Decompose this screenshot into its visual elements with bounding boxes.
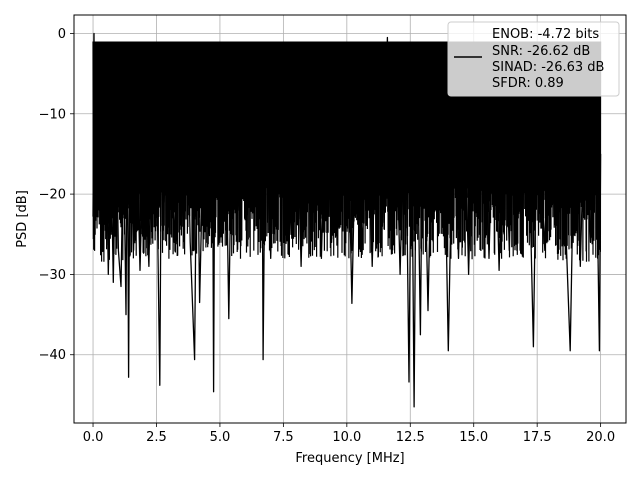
x-tick-label: 10.0 [332,430,361,445]
x-tick-label: 0.0 [83,430,104,445]
y-tick-label: −30 [39,268,66,283]
y-tick-label: −40 [39,348,66,363]
psd-noise-band [92,41,602,262]
psd-noise-trace [92,41,602,262]
y-tick-label: −10 [39,107,66,122]
legend-enob: ENOB: -4.72 bits [492,27,599,42]
x-tick-label: 17.5 [523,430,552,445]
x-axis-label: Frequency [MHz] [295,451,404,466]
x-tick-label: 7.5 [273,430,294,445]
x-axis-ticks: 0.0 2.5 5.0 7.5 10.0 12.5 15.0 17.5 20.0 [83,423,615,445]
y-axis-label: PSD [dB] [15,190,30,248]
x-tick-label: 12.5 [396,430,425,445]
legend-snr: SNR: -26.62 dB [492,44,590,59]
y-tick-label: 0 [58,27,66,42]
legend: ENOB: -4.72 bits SNR: -26.62 dB SINAD: -… [447,21,620,97]
y-axis-ticks: 0 −10 −20 −30 −40 [39,27,74,363]
legend-sfdr: SFDR: 0.89 [492,76,564,91]
legend-sinad: SINAD: -26.63 dB [492,60,604,75]
y-tick-label: −20 [39,188,66,203]
psd-line [92,32,602,408]
x-tick-label: 15.0 [459,430,488,445]
x-tick-label: 20.0 [586,430,615,445]
legend-box [447,21,620,97]
x-tick-label: 2.5 [146,430,167,445]
x-tick-label: 5.0 [210,430,231,445]
plot-frame [73,14,627,424]
